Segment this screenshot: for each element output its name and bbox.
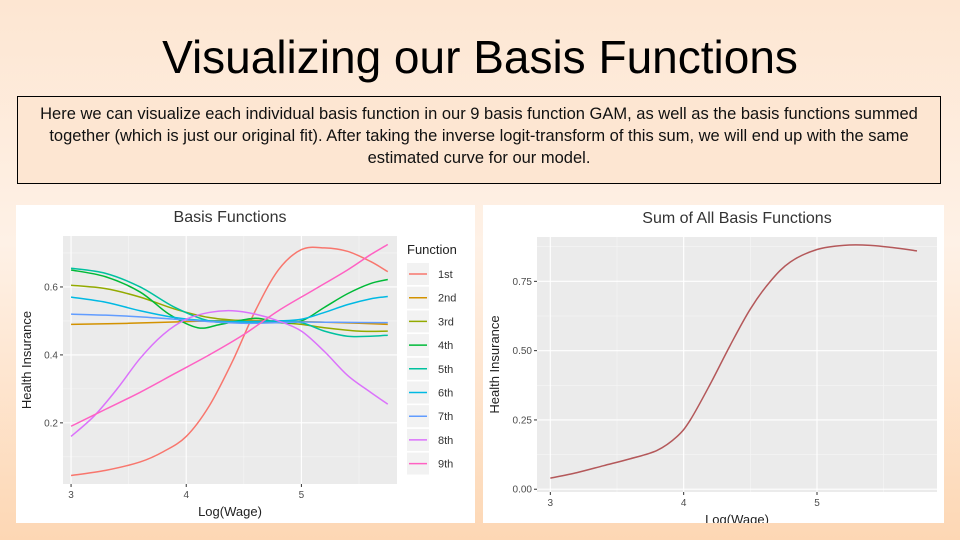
- sum-y-tick-label: 0.00: [513, 485, 533, 496]
- basis-series-line-9th: [70, 243, 389, 427]
- basis-y-tick-label: 0.4: [44, 350, 58, 361]
- basis-series-line-8th: [70, 309, 389, 437]
- legend-title: Function: [407, 242, 457, 257]
- basis-x-tick-label: 4: [183, 490, 189, 501]
- sum-plot-background: [537, 237, 937, 492]
- legend-label-2nd: 2nd: [438, 293, 456, 305]
- sum-y-tick-label: 0.75: [513, 277, 533, 288]
- sum-x-axis-label: Log(Wage): [705, 512, 769, 523]
- basis-x-tick-label: 3: [68, 490, 74, 501]
- legend-label-9th: 9th: [438, 459, 453, 471]
- sum-series-line-1: [550, 244, 918, 479]
- legend-label-7th: 7th: [438, 411, 453, 423]
- legend-label-4th: 4th: [438, 340, 453, 352]
- sum-y-axis-label: Health Insurance: [487, 315, 502, 413]
- basis-y-tick-label: 0.2: [44, 418, 58, 429]
- sum-basis-functions-chart: 3 4 5 0.00 0.25 0.50 0.75 Sum of All Basis Func…: [487, 210, 937, 527]
- basis-x-axis-label: Log(Wage): [198, 504, 262, 519]
- slide-title: Visualizing our Basis Functions: [162, 31, 798, 83]
- sum-x-tick-label: 3: [548, 498, 554, 509]
- basis-series-line-4th: [70, 269, 388, 329]
- sum-chart-title: Sum of All Basis Functions: [642, 210, 831, 227]
- basis-series-line-1st: [70, 246, 389, 477]
- sum-y-tick-label: 0.50: [513, 346, 533, 357]
- legend-label-1st: 1st: [438, 269, 453, 281]
- legend-label-8th: 8th: [438, 435, 453, 447]
- sum-x-tick-label: 4: [681, 498, 687, 509]
- basis-x-tick-label: 5: [299, 490, 305, 501]
- legend-label-6th: 6th: [438, 388, 453, 400]
- legend-label-5th: 5th: [438, 364, 453, 376]
- basis-series-line-7th: [71, 313, 388, 325]
- basis-y-axis-label: Health Insurance: [19, 311, 34, 409]
- description-box: Here we can visualize each individual ba…: [17, 96, 941, 184]
- sum-y-tick-label: 0.25: [513, 415, 533, 426]
- basis-functions-chart: 3 4 5 0.2 0.4 0.6 Basis Functions Log(Wage) Heal…: [19, 209, 457, 519]
- basis-chart-title: Basis Functions: [174, 209, 287, 226]
- sum-basis-functions-chart-panel: 3 4 5 0.00 0.25 0.50 0.75 Sum of All Basis Func…: [483, 205, 944, 527]
- sum-x-tick-label: 5: [814, 498, 820, 509]
- legend-label-3rd: 3rd: [438, 316, 454, 328]
- basis-functions-chart-panel: 3 4 5 0.2 0.4 0.6 Basis Functions Log(Wage) Heal…: [16, 205, 475, 523]
- basis-plot-background: [63, 236, 397, 484]
- basis-y-tick-label: 0.6: [44, 282, 58, 293]
